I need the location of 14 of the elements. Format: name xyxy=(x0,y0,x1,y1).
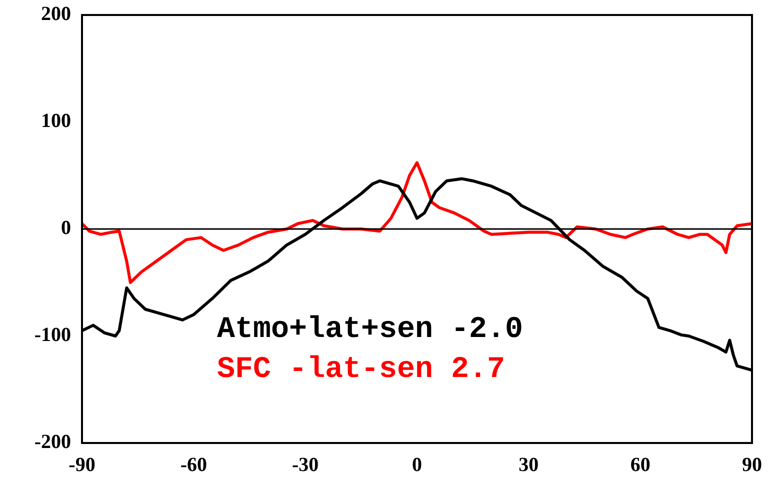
y-tick-label: 200 xyxy=(41,3,71,26)
y-tick-label: -100 xyxy=(34,324,71,346)
x-tick-label: -30 xyxy=(292,454,319,476)
x-tick-label: 60 xyxy=(630,454,650,476)
x-tick-label: 30 xyxy=(518,454,539,476)
series-label: Atmo+lat+sen -2.0 xyxy=(217,313,524,347)
text: SFC -lat-sen 2.7 xyxy=(217,353,506,387)
y-tick-label: 0 xyxy=(61,217,71,240)
x-tick-label: -90 xyxy=(68,454,96,476)
x-tick-label: 0 xyxy=(412,454,422,476)
y-tick-label: 100 xyxy=(41,110,71,132)
x-tick-label: 90 xyxy=(742,454,762,476)
x-tick-label: -60 xyxy=(180,454,208,476)
y-tick-label: -200 xyxy=(34,431,71,454)
